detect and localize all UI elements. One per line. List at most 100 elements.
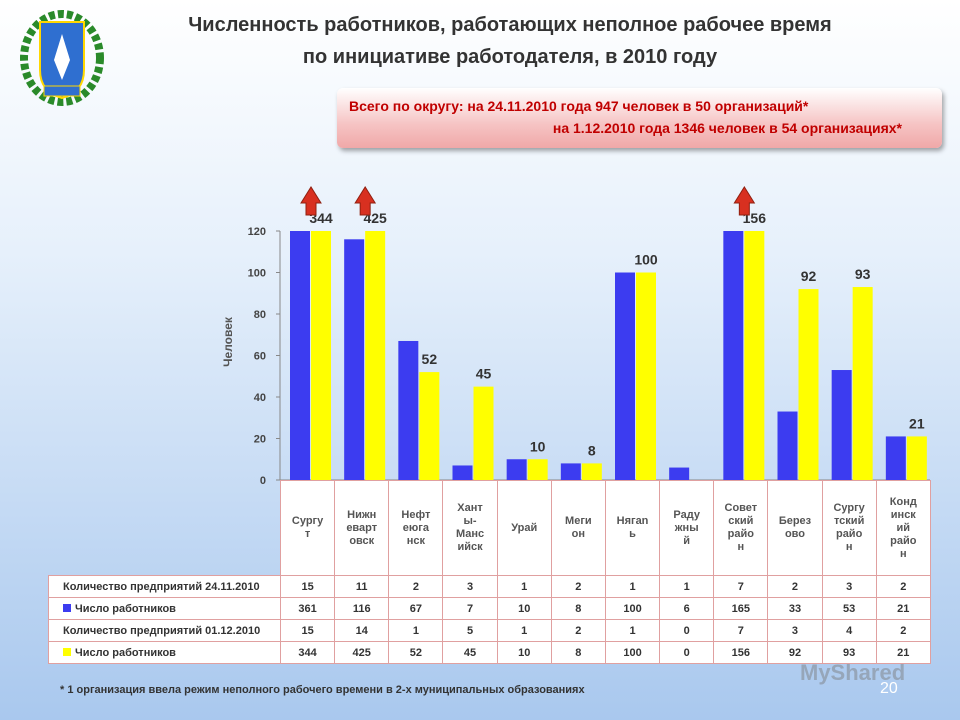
table-cell: 10: [496, 641, 552, 664]
legend-cell: Число работников: [48, 641, 281, 664]
table-cell: 361: [279, 597, 336, 620]
table-cell: 33: [767, 597, 823, 620]
data-label: 8: [588, 442, 596, 458]
y-tick-label: 120: [248, 226, 266, 238]
table-cell: 15: [279, 619, 336, 642]
category-label: Конд инск ий райо н: [875, 480, 931, 576]
category-label: Нягan ь: [604, 480, 661, 576]
table-cell: 7: [442, 597, 498, 620]
data-label: 52: [422, 351, 438, 367]
table-cell: 3: [821, 575, 877, 598]
bar: [723, 231, 744, 480]
table-cell: 2: [550, 575, 606, 598]
table-cell: 1: [604, 575, 661, 598]
bar: [636, 272, 656, 480]
bar: [669, 467, 690, 480]
table-cell: 1: [496, 575, 552, 598]
table-cell: 21: [875, 597, 931, 620]
bar: [852, 287, 873, 480]
table-cell: 15: [279, 575, 336, 598]
table-cell: 116: [334, 597, 390, 620]
table-cell: 2: [550, 619, 606, 642]
bar: [798, 289, 819, 480]
legend-swatch: [63, 647, 71, 656]
category-label: Сургу тский райо н: [821, 480, 877, 576]
category-label: Совет ский райо н: [713, 480, 769, 576]
legend-swatch: [63, 603, 71, 612]
empty-cell: [49, 481, 281, 576]
row-label: Количество предприятий 01.12.2010: [48, 619, 281, 642]
table-cell: 14: [334, 619, 390, 642]
table-cell: 5: [442, 619, 498, 642]
table-cell: 8: [550, 641, 606, 664]
bar: [290, 231, 310, 480]
bar: [777, 411, 798, 480]
increase-arrow: [733, 186, 756, 216]
table-cell: 1: [604, 619, 661, 642]
data-label: 21: [909, 415, 925, 431]
table-cell: 1: [496, 619, 552, 642]
table-cell: 2: [875, 619, 931, 642]
table-cell: 7: [713, 575, 769, 598]
table-cell: 11: [334, 575, 390, 598]
increase-arrow: [300, 186, 322, 216]
bar: [581, 463, 602, 480]
watermark: MyShared: [800, 660, 906, 685]
bar: [452, 465, 473, 480]
data-table: Сургу т Нижн еварт овск Нефт еюга нск Хант …: [48, 480, 931, 664]
header-row: Сургу т Нижн еварт овск Нефт еюга нск Хант …: [49, 480, 931, 576]
title: Численность работников, работающих непол…: [188, 14, 832, 36]
bars: [290, 231, 927, 481]
bar: [311, 231, 331, 480]
table-cell: 100: [604, 641, 661, 664]
table-cell: 3: [767, 619, 823, 642]
table-cell: 67: [388, 597, 444, 620]
table-cell: 2: [767, 575, 823, 598]
summary-box: Всего по округу: на 24.11.2010 года 947 …: [337, 88, 942, 148]
table-cell: 7: [713, 619, 769, 642]
row-label: Количество предприятий 24.11.2010: [48, 575, 281, 598]
legend-label: Число работников: [75, 602, 176, 615]
table-cell: 21: [875, 641, 931, 664]
table-cell: 0: [659, 641, 715, 664]
data-label: 93: [855, 266, 871, 282]
table-cell: 45: [442, 641, 498, 664]
table-row: Число работников 361 116 67 7 10 8 100 6 165 33 53 2…: [48, 597, 931, 620]
bar: [560, 463, 581, 480]
bar: [398, 340, 419, 480]
table-cell: 2: [875, 575, 931, 598]
data-label: 100: [634, 252, 658, 268]
table-cell: 156: [713, 641, 769, 664]
summary-line: на 1.12.2010 года 1346 человек в 54 орга…: [552, 120, 902, 136]
table-cell: 425: [334, 641, 390, 664]
table-cell: 6: [659, 597, 715, 620]
legend-cell: Число работников: [48, 597, 281, 620]
table-cell: 165: [713, 597, 769, 620]
bar: [344, 239, 365, 480]
legend-label: Число работников: [75, 646, 176, 659]
bar: [906, 436, 927, 480]
category-label: Раду жны й: [659, 480, 715, 576]
data-label: 92: [801, 268, 817, 284]
bar: [419, 372, 440, 480]
table-cell: 8: [550, 597, 606, 620]
table-cell: 344: [279, 641, 336, 664]
table-cell: 100: [604, 597, 661, 620]
y-axis-label: Человек: [221, 316, 235, 367]
y-tick-label: 100: [248, 268, 266, 280]
category-label: Меги он: [550, 480, 606, 576]
footnote: * 1 организация ввела режим неполного ра…: [60, 684, 585, 696]
bar: [506, 459, 527, 480]
table-cell: 1: [388, 619, 444, 642]
table-cell: 3: [442, 575, 498, 598]
category-label: Берез ово: [767, 480, 823, 576]
category-label: Нижн еварт овск: [334, 480, 390, 576]
category-label: Нефт еюга нск: [388, 480, 444, 576]
page-number: 20: [880, 680, 898, 697]
y-tick-label: 0: [260, 475, 266, 487]
bar: [473, 386, 494, 480]
table-cell: 52: [388, 641, 444, 664]
data-label: 45: [476, 366, 492, 382]
y-tick-label: 80: [254, 309, 266, 321]
